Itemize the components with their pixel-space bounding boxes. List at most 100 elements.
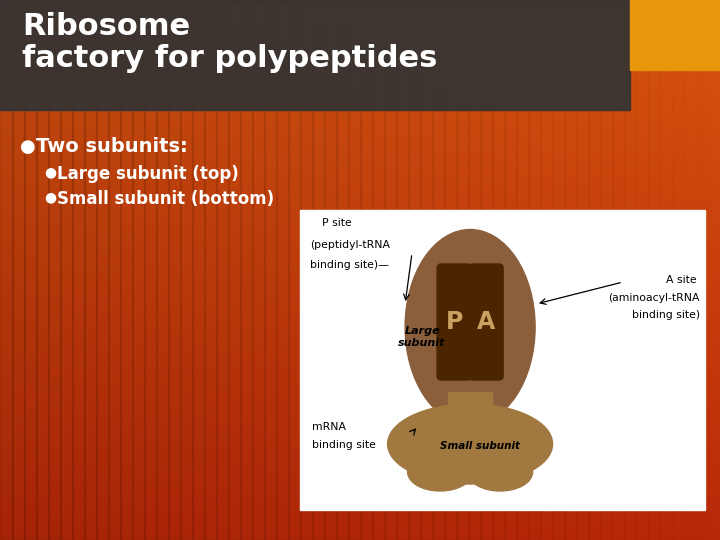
Bar: [0, 368, 720, 374]
Bar: [0, 53, 720, 58]
Bar: [0, 413, 720, 418]
Bar: [24, 0, 37, 540]
Bar: [204, 0, 217, 540]
Bar: [0, 134, 720, 139]
Bar: [0, 373, 720, 378]
Text: ●: ●: [44, 190, 56, 204]
Bar: [0, 282, 720, 288]
Bar: [0, 89, 720, 94]
Bar: [444, 0, 457, 540]
Bar: [0, 22, 720, 27]
Bar: [300, 210, 705, 510]
Bar: [0, 201, 720, 207]
Bar: [600, 0, 613, 540]
Bar: [0, 206, 720, 212]
Bar: [0, 76, 720, 81]
Bar: [0, 498, 720, 504]
Bar: [0, 111, 720, 117]
Bar: [0, 354, 720, 360]
Bar: [288, 0, 301, 540]
Bar: [0, 395, 720, 401]
Bar: [612, 0, 625, 540]
Bar: [0, 454, 720, 459]
Bar: [0, 143, 720, 148]
Bar: [672, 0, 685, 540]
Bar: [0, 188, 720, 193]
Bar: [228, 0, 241, 540]
Bar: [0, 521, 720, 526]
Bar: [588, 0, 601, 540]
Bar: [84, 0, 97, 540]
Bar: [192, 0, 205, 540]
Bar: [0, 120, 720, 126]
Bar: [0, 296, 720, 301]
Bar: [0, 462, 720, 468]
Text: Large
subunit: Large subunit: [398, 326, 446, 348]
Bar: [0, 494, 720, 500]
Ellipse shape: [387, 404, 553, 484]
Bar: [0, 71, 720, 77]
Bar: [0, 427, 720, 432]
Text: A: A: [477, 310, 495, 334]
Bar: [108, 0, 121, 540]
Bar: [564, 0, 577, 540]
Bar: [0, 17, 720, 23]
Text: P: P: [446, 310, 463, 334]
Bar: [468, 0, 481, 540]
Bar: [660, 0, 673, 540]
Bar: [516, 0, 529, 540]
Bar: [0, 440, 720, 445]
Text: Small subunit (bottom): Small subunit (bottom): [57, 190, 274, 208]
Bar: [0, 400, 720, 405]
Bar: [0, 35, 720, 40]
FancyBboxPatch shape: [469, 264, 503, 380]
Bar: [168, 0, 181, 540]
Bar: [0, 184, 720, 189]
Bar: [648, 0, 661, 540]
Bar: [372, 0, 385, 540]
Bar: [72, 0, 85, 540]
Bar: [0, 336, 720, 342]
Bar: [348, 0, 361, 540]
Bar: [0, 246, 720, 252]
Bar: [0, 242, 720, 247]
Text: Large subunit (top): Large subunit (top): [57, 165, 239, 183]
Bar: [576, 0, 589, 540]
Text: (peptidyl-tRNA: (peptidyl-tRNA: [310, 240, 390, 250]
Bar: [0, 489, 720, 495]
Text: (aminoacyl-tRNA: (aminoacyl-tRNA: [608, 293, 700, 303]
Bar: [0, 273, 720, 279]
Bar: [636, 0, 649, 540]
Bar: [0, 224, 720, 230]
Bar: [0, 363, 720, 369]
Bar: [0, 408, 720, 414]
Bar: [696, 0, 709, 540]
Text: ●: ●: [44, 165, 56, 179]
Bar: [0, 219, 720, 225]
Bar: [60, 0, 73, 540]
Text: mRNA: mRNA: [312, 422, 346, 432]
Bar: [360, 0, 373, 540]
Text: Two subunits:: Two subunits:: [36, 137, 188, 156]
Bar: [276, 0, 289, 540]
Bar: [0, 449, 720, 455]
Bar: [0, 444, 720, 450]
Bar: [0, 260, 720, 266]
Bar: [0, 471, 720, 477]
Text: P site: P site: [322, 218, 352, 228]
Bar: [0, 57, 720, 63]
Bar: [0, 292, 720, 297]
Bar: [12, 0, 25, 540]
Bar: [0, 359, 720, 364]
Text: Small subunit: Small subunit: [440, 441, 520, 451]
Bar: [0, 525, 720, 531]
Bar: [492, 0, 505, 540]
Bar: [0, 62, 720, 68]
Bar: [48, 0, 61, 540]
Bar: [0, 138, 720, 144]
Bar: [0, 350, 720, 355]
Text: ●: ●: [20, 138, 36, 156]
Bar: [0, 103, 720, 108]
Bar: [0, 0, 720, 4]
Bar: [0, 381, 720, 387]
